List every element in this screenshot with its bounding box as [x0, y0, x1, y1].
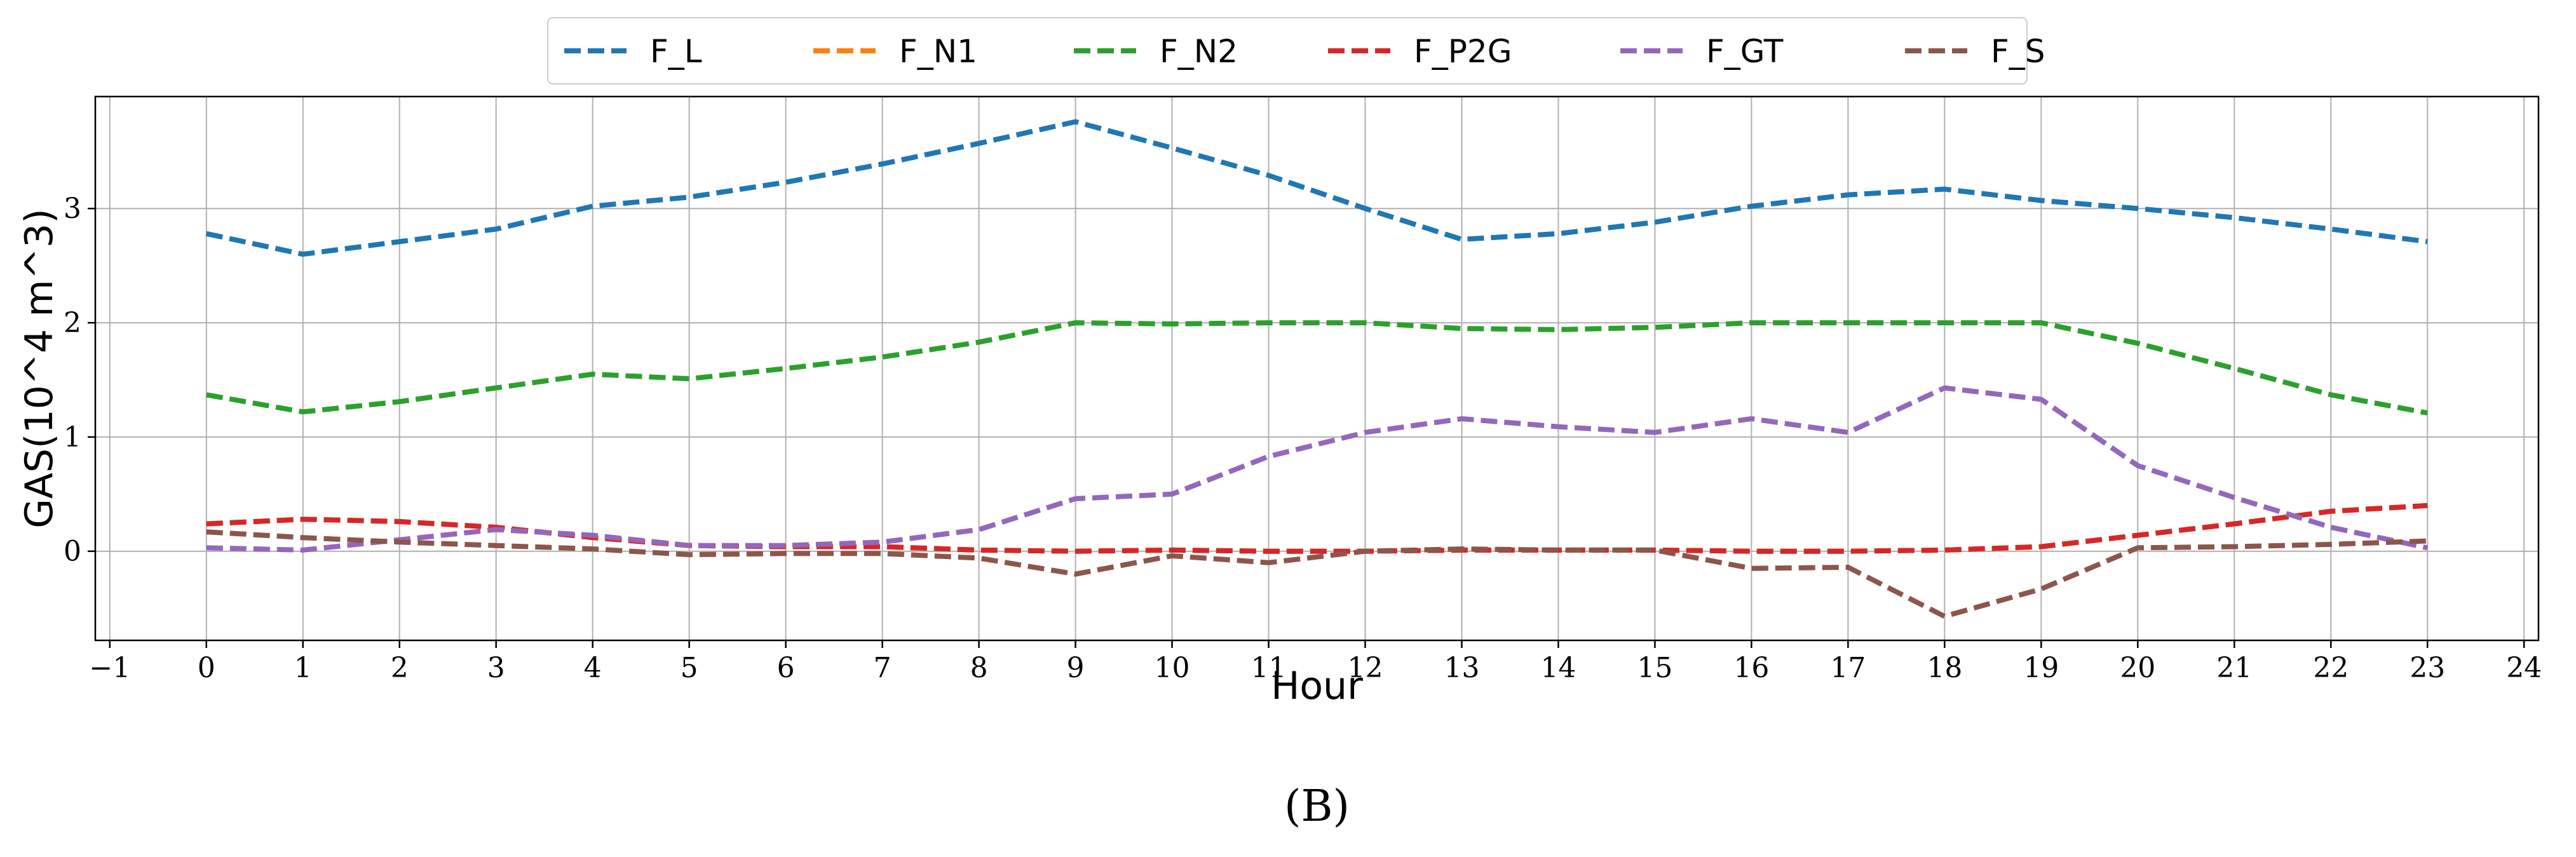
- x-tick-label: 13: [1444, 652, 1479, 684]
- x-tick-label: 4: [584, 652, 602, 684]
- series-line-f-p2g: [206, 503, 2428, 554]
- y-axis-label: GAS(10^4 m^3): [17, 208, 62, 528]
- y-tick-label: 3: [64, 192, 81, 225]
- x-tick-label: 12: [1347, 652, 1383, 684]
- y-tick-label: 1: [64, 421, 81, 454]
- x-tick-label: −1: [89, 652, 130, 684]
- x-axis-ticks: −1 0 1 2 3 4 5 6 7 8 9 10 11 12 13 14 15 16 17 18 19 20 21 22 23…: [89, 640, 2542, 684]
- x-tick-label: 20: [2120, 652, 2155, 684]
- series-line-f-s: [206, 529, 2428, 619]
- figure-caption: (B): [1284, 781, 1350, 832]
- legend-label-f-n2: F_N2: [1160, 33, 1238, 70]
- legend-label-f-p2g: F_P2G: [1414, 33, 1512, 70]
- x-tick-label: 7: [874, 652, 891, 684]
- x-tick-label: 14: [1540, 652, 1576, 684]
- x-tick-label: 2: [391, 652, 409, 684]
- series-line-f-l: [205, 119, 2428, 257]
- legend-label-f-s: F_S: [1991, 33, 2045, 70]
- legend-box: [547, 17, 2028, 84]
- series-lines: [205, 119, 2429, 619]
- x-tick-label: 19: [2023, 652, 2059, 684]
- y-tick-label: 0: [64, 536, 81, 568]
- x-tick-label: 22: [2313, 652, 2349, 684]
- series-line-f-n2: [206, 320, 2428, 416]
- y-axis-ticks: 0 1 2 3: [64, 192, 95, 568]
- x-tick-label: 6: [777, 652, 795, 684]
- x-tick-label: 24: [2506, 652, 2542, 684]
- x-tick-label: 16: [1733, 652, 1769, 684]
- x-axis-label: Hour: [1271, 664, 1363, 708]
- x-tick-label: 1: [294, 652, 312, 684]
- x-tick-label: 5: [681, 652, 698, 684]
- legend: F_L F_N1 F_N2 F_P2G F_GT F_S: [547, 17, 2045, 84]
- x-tick-label: 23: [2410, 652, 2445, 684]
- legend-label-f-l: F_L: [650, 33, 702, 70]
- x-tick-label: 8: [970, 652, 988, 684]
- series-line-f-n1: [206, 503, 2428, 554]
- x-tick-label: 3: [487, 652, 505, 684]
- y-tick-label: 2: [64, 307, 81, 339]
- x-tick-label: 17: [1830, 652, 1866, 684]
- x-tick-label: 10: [1155, 652, 1190, 684]
- x-tick-label: 18: [1927, 652, 1962, 684]
- x-tick-label: 11: [1251, 652, 1287, 684]
- x-tick-label: 21: [2216, 652, 2252, 684]
- x-tick-label: 15: [1637, 652, 1672, 684]
- legend-label-f-n1: F_N1: [899, 33, 977, 70]
- series-line-f-gt: [206, 385, 2429, 553]
- plot-area-frame: [94, 95, 2540, 642]
- x-tick-label: 9: [1067, 652, 1085, 684]
- x-tick-label: 0: [198, 652, 215, 684]
- legend-label-f-gt: F_GT: [1706, 33, 1784, 70]
